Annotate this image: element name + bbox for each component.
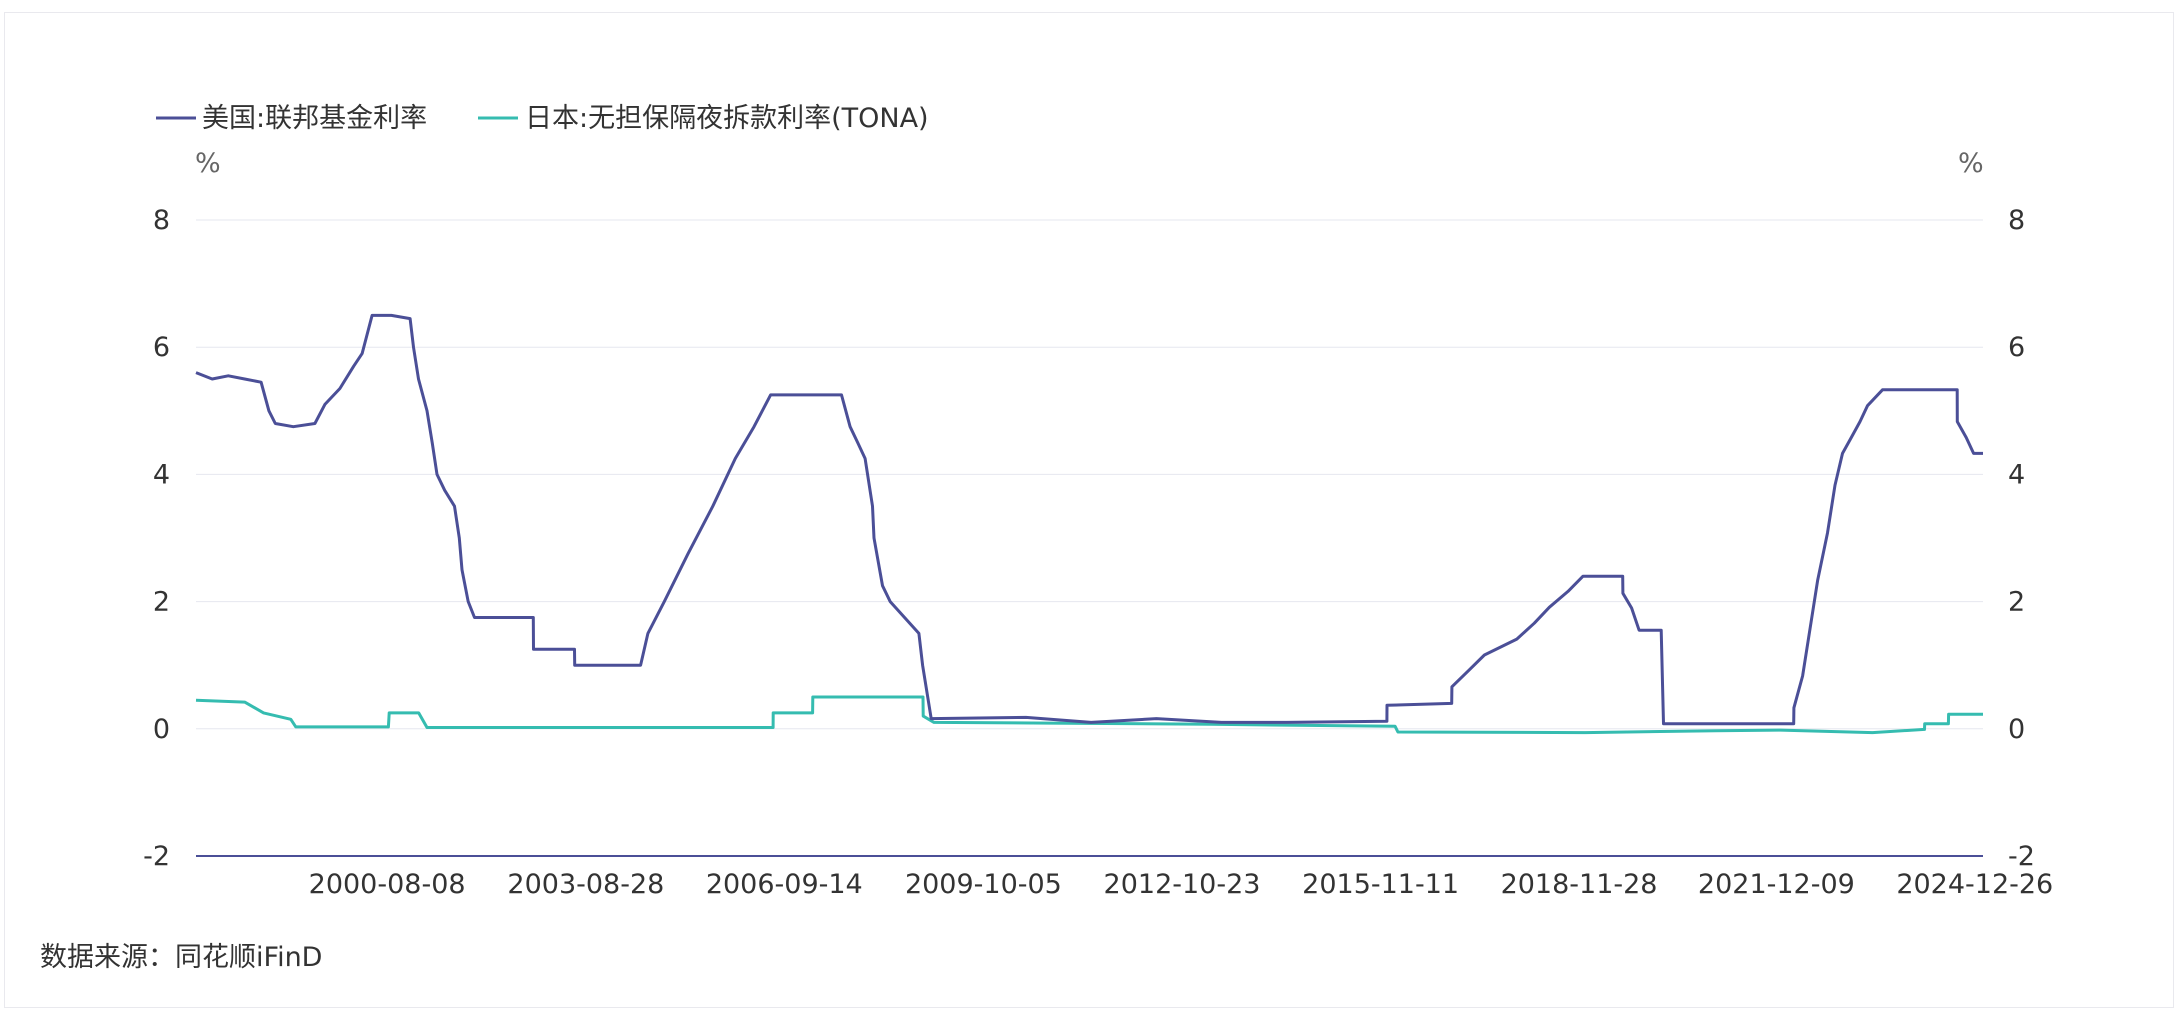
legend[interactable]: 美国:联邦基金利率 日本:无担保隔夜拆款利率(TONA) <box>156 103 929 134</box>
left-tick-label: 4 <box>153 459 170 490</box>
series-line-us-fed-funds[interactable] <box>195 313 1983 726</box>
x-tick-label: 2021-12-09 <box>1698 869 1855 900</box>
x-tick-label: 2003-08-28 <box>507 869 664 900</box>
right-tick-label: 8 <box>2008 205 2025 236</box>
left-axis-ticks: 8 6 4 2 0 -2 <box>143 205 170 872</box>
left-axis-unit: % <box>195 148 221 179</box>
series-line-japan-tona[interactable] <box>195 695 1983 735</box>
x-tick-label: 2006-09-14 <box>706 869 863 900</box>
legend-label-japan-tona: 日本:无担保隔夜拆款利率(TONA) <box>525 103 929 134</box>
x-tick-label: 2024-12-26 <box>1896 869 2053 900</box>
series-layer <box>195 313 1983 735</box>
chart-frame <box>4 12 2174 1008</box>
x-tick-label: 2012-10-23 <box>1104 869 1261 900</box>
right-tick-label: 0 <box>2008 714 2025 745</box>
right-axis-unit: % <box>1958 148 1984 179</box>
source-note: 数据来源：同花顺iFinD <box>40 942 322 973</box>
right-tick-label: 6 <box>2008 332 2025 363</box>
right-tick-label: 2 <box>2008 587 2025 618</box>
x-tick-label: 2009-10-05 <box>905 869 1062 900</box>
right-axis-ticks: 8 6 4 2 0 -2 <box>2008 205 2035 872</box>
x-tick-label: 2015-11-11 <box>1302 869 1459 900</box>
right-tick-label: 4 <box>2008 459 2025 490</box>
x-axis-ticks: 2000-08-08 2003-08-28 2006-09-14 2009-10-05… <box>309 869 2054 900</box>
left-tick-label: -2 <box>143 841 170 872</box>
left-tick-label: 0 <box>153 714 170 745</box>
gridlines <box>196 219 1983 730</box>
x-tick-label: 2000-08-08 <box>309 869 466 900</box>
x-tick-label: 2018-11-28 <box>1501 869 1658 900</box>
left-tick-label: 6 <box>153 332 170 363</box>
left-tick-label: 8 <box>153 205 170 236</box>
right-tick-label: -2 <box>2008 841 2035 872</box>
left-tick-label: 2 <box>153 587 170 618</box>
legend-label-us-fed-funds: 美国:联邦基金利率 <box>202 103 427 134</box>
